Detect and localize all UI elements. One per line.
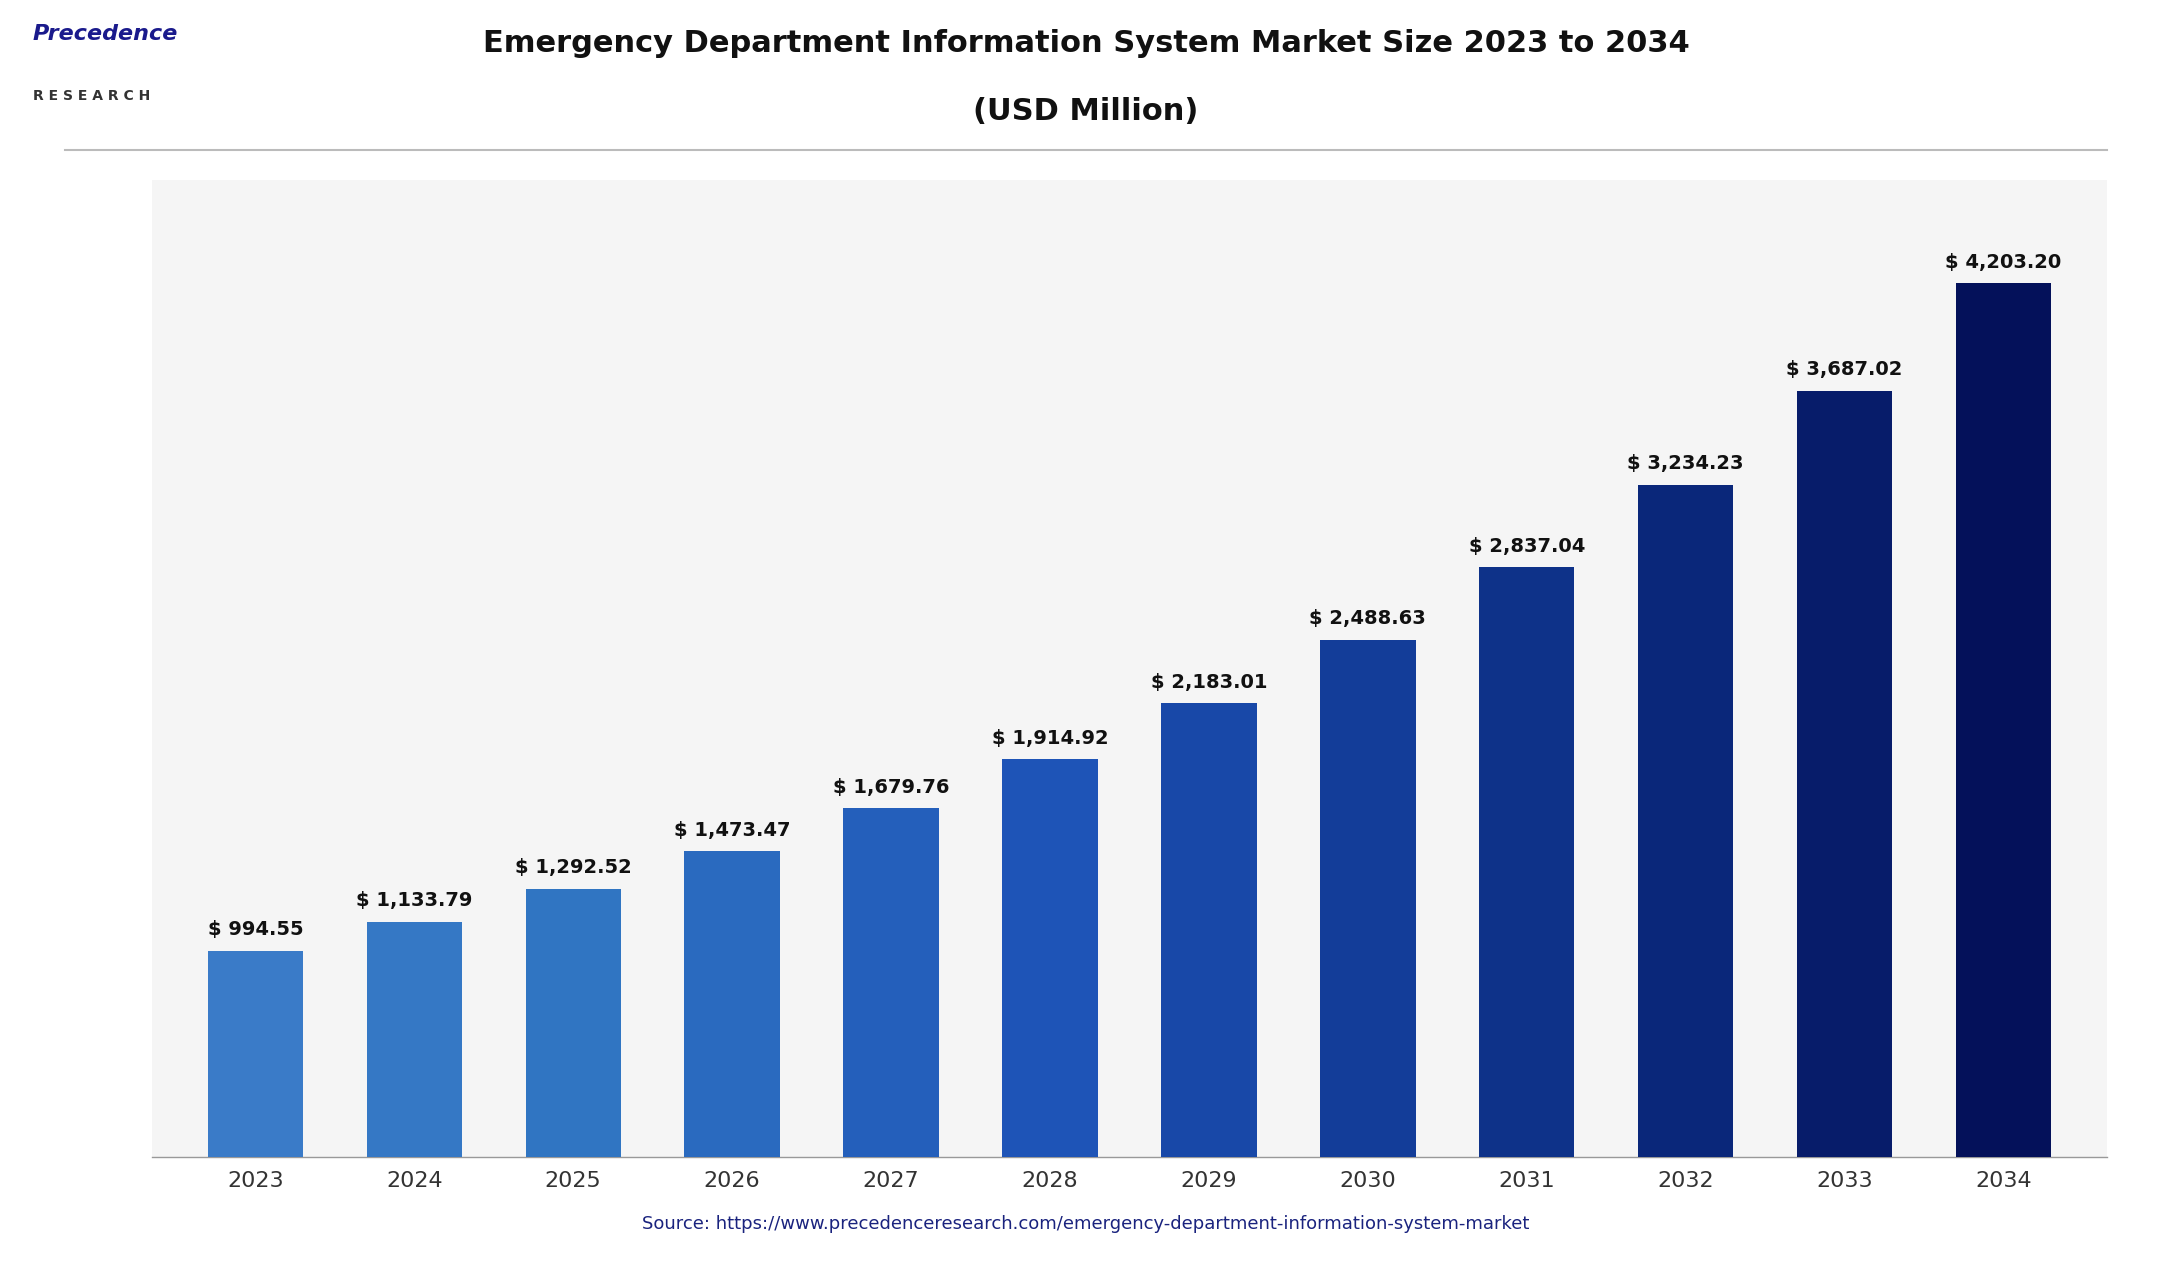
Text: $ 1,473.47: $ 1,473.47 [673,820,791,840]
Text: Emergency Department Information System Market Size 2023 to 2034: Emergency Department Information System … [482,28,1690,58]
Text: $ 4,203.20: $ 4,203.20 [1946,253,2061,271]
Bar [843,808,938,1157]
Bar [1162,703,1258,1157]
Text: $ 1,914.92: $ 1,914.92 [993,729,1108,747]
Text: $ 2,183.01: $ 2,183.01 [1151,673,1266,692]
Text: $ 1,292.52: $ 1,292.52 [515,858,632,877]
Text: $ 3,234.23: $ 3,234.23 [1627,454,1744,473]
Text: $ 3,687.02: $ 3,687.02 [1785,360,1903,379]
Bar [684,851,780,1157]
Text: $ 2,488.63: $ 2,488.63 [1310,610,1427,629]
Bar [1001,759,1097,1157]
Bar [1955,283,2050,1157]
Bar [1638,485,1733,1157]
Bar [1479,567,1575,1157]
Bar [1321,640,1416,1157]
Text: R E S E A R C H: R E S E A R C H [33,89,150,103]
Text: $ 2,837.04: $ 2,837.04 [1468,538,1586,556]
Text: $ 1,133.79: $ 1,133.79 [356,891,473,910]
Bar [1796,391,1892,1157]
Text: $ 1,679.76: $ 1,679.76 [832,778,949,796]
Text: $ 994.55: $ 994.55 [209,921,304,939]
Bar [209,950,304,1157]
Text: Source: https://www.precedenceresearch.com/emergency-department-information-syst: Source: https://www.precedenceresearch.c… [643,1215,1529,1233]
Bar [526,889,621,1157]
Bar [367,922,463,1157]
Text: Precedence: Precedence [33,24,178,44]
Text: (USD Million): (USD Million) [973,96,1199,126]
